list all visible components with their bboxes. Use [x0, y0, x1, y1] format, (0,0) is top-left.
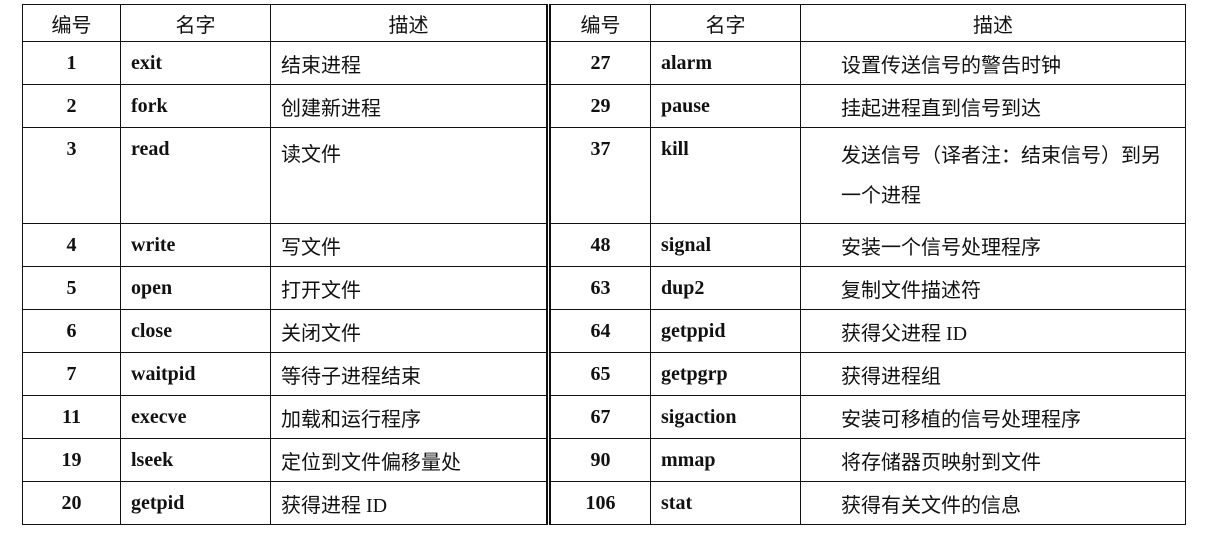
header-row: 编号 名字 描述 编号 名字 描述	[22, 4, 1186, 42]
name-cell: sigaction	[650, 395, 801, 439]
name-cell: open	[120, 266, 271, 310]
table-row: 3 read 读文件 37 kill 发送信号（译者注：结束信号）到另一个进程	[22, 127, 1186, 224]
name-cell: read	[120, 127, 271, 224]
table-row: 2 fork 创建新进程 29 pause 挂起进程直到信号到达	[22, 84, 1186, 128]
syscall-table: 编号 名字 描述 编号 名字 描述 1 exit 结束进程 27 alarm 设置传送信号…	[22, 4, 1186, 525]
table-row: 11 execve 加载和运行程序 67 sigaction 安装可移植的信号处理程序	[22, 395, 1186, 439]
name-cell: signal	[650, 223, 801, 267]
name-cell: lseek	[120, 438, 271, 482]
description-cell: 设置传送信号的警告时钟	[800, 41, 1186, 85]
description-cell: 挂起进程直到信号到达	[800, 84, 1186, 128]
description-cell: 加载和运行程序	[270, 395, 551, 439]
table-row: 1 exit 结束进程 27 alarm 设置传送信号的警告时钟	[22, 41, 1186, 85]
number-cell: 106	[548, 481, 651, 525]
number-cell: 5	[22, 266, 121, 310]
header-number: 编号	[22, 4, 121, 42]
number-cell: 7	[22, 352, 121, 396]
description-cell: 等待子进程结束	[270, 352, 551, 396]
table-row: 6 close 关闭文件 64 getppid 获得父进程 ID	[22, 309, 1186, 353]
table-row: 20 getpid 获得进程 ID 106 stat 获得有关文件的信息	[22, 481, 1186, 525]
number-cell: 29	[548, 84, 651, 128]
description-cell: 复制文件描述符	[800, 266, 1186, 310]
description-cell: 获得父进程 ID	[800, 309, 1186, 353]
number-cell: 19	[22, 438, 121, 482]
description-cell: 将存储器页映射到文件	[800, 438, 1186, 482]
name-cell: kill	[650, 127, 801, 224]
table-row: 7 waitpid 等待子进程结束 65 getpgrp 获得进程组	[22, 352, 1186, 396]
header-number: 编号	[548, 4, 651, 42]
description-cell: 安装可移植的信号处理程序	[800, 395, 1186, 439]
name-cell: alarm	[650, 41, 801, 85]
number-cell: 2	[22, 84, 121, 128]
number-cell: 11	[22, 395, 121, 439]
header-name: 名字	[650, 4, 801, 42]
name-cell: write	[120, 223, 271, 267]
description-cell: 发送信号（译者注：结束信号）到另一个进程	[800, 127, 1186, 224]
header-description: 描述	[270, 4, 551, 42]
description-cell: 结束进程	[270, 41, 551, 85]
name-cell: getppid	[650, 309, 801, 353]
number-cell: 3	[22, 127, 121, 224]
name-cell: pause	[650, 84, 801, 128]
number-cell: 1	[22, 41, 121, 85]
number-cell: 90	[548, 438, 651, 482]
name-cell: waitpid	[120, 352, 271, 396]
description-cell: 读文件	[270, 127, 551, 224]
name-cell: exit	[120, 41, 271, 85]
name-cell: stat	[650, 481, 801, 525]
description-cell: 打开文件	[270, 266, 551, 310]
table-row: 19 lseek 定位到文件偏移量处 90 mmap 将存储器页映射到文件	[22, 438, 1186, 482]
header-name: 名字	[120, 4, 271, 42]
table-row: 4 write 写文件 48 signal 安装一个信号处理程序	[22, 223, 1186, 267]
number-cell: 67	[548, 395, 651, 439]
name-cell: getpgrp	[650, 352, 801, 396]
table-row: 5 open 打开文件 63 dup2 复制文件描述符	[22, 266, 1186, 310]
name-cell: mmap	[650, 438, 801, 482]
number-cell: 6	[22, 309, 121, 353]
description-cell: 定位到文件偏移量处	[270, 438, 551, 482]
name-cell: close	[120, 309, 271, 353]
number-cell: 63	[548, 266, 651, 310]
number-cell: 64	[548, 309, 651, 353]
name-cell: fork	[120, 84, 271, 128]
number-cell: 65	[548, 352, 651, 396]
description-cell: 创建新进程	[270, 84, 551, 128]
description-cell: 关闭文件	[270, 309, 551, 353]
description-cell: 获得有关文件的信息	[800, 481, 1186, 525]
number-cell: 27	[548, 41, 651, 85]
number-cell: 37	[548, 127, 651, 224]
name-cell: getpid	[120, 481, 271, 525]
header-description: 描述	[800, 4, 1186, 42]
description-cell: 写文件	[270, 223, 551, 267]
description-cell: 安装一个信号处理程序	[800, 223, 1186, 267]
number-cell: 48	[548, 223, 651, 267]
name-cell: execve	[120, 395, 271, 439]
number-cell: 20	[22, 481, 121, 525]
number-cell: 4	[22, 223, 121, 267]
description-cell: 获得进程 ID	[270, 481, 551, 525]
description-cell: 获得进程组	[800, 352, 1186, 396]
name-cell: dup2	[650, 266, 801, 310]
